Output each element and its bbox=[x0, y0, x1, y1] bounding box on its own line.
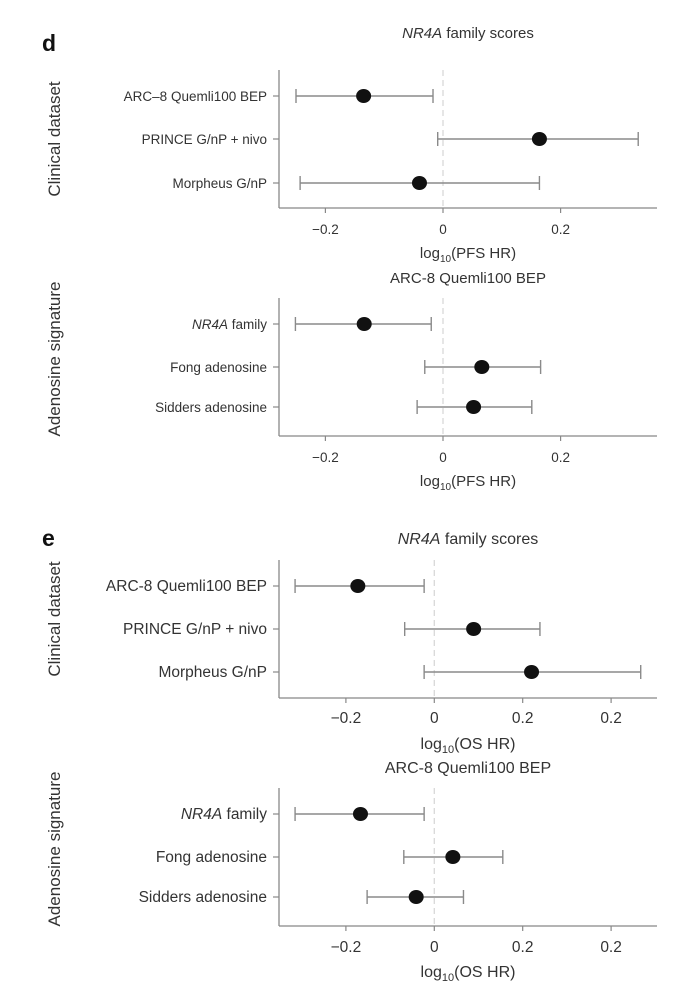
group-label: Clinical dataset bbox=[45, 561, 64, 677]
point-estimate bbox=[411, 176, 427, 190]
x-axis-label-rest: (OS HR) bbox=[454, 964, 515, 981]
x-axis-label-subscript: 10 bbox=[442, 972, 454, 984]
row-label-text: Morpheus G/nP bbox=[158, 664, 267, 681]
x-tick-label: 0.2 bbox=[512, 939, 534, 956]
x-tick-label: −0.2 bbox=[331, 710, 362, 727]
panel-title: NR4A family scores bbox=[402, 25, 534, 42]
x-axis-label-rest: (PFS HR) bbox=[451, 473, 516, 490]
row-label: NR4A family bbox=[192, 317, 267, 332]
point-estimate bbox=[356, 89, 372, 103]
x-tick-label: 0.2 bbox=[512, 710, 534, 727]
x-tick-label: 0 bbox=[430, 710, 439, 727]
panel-title-text: ARC-8 Quemli100 BEP bbox=[385, 760, 551, 777]
point-estimate bbox=[474, 360, 490, 374]
point-estimate bbox=[350, 579, 366, 593]
x-tick-label: 0.2 bbox=[551, 222, 570, 237]
x-tick-label: 0 bbox=[439, 450, 447, 465]
row-label-text: Fong adenosine bbox=[156, 849, 267, 866]
point-estimate bbox=[531, 132, 547, 146]
row-label-text: family bbox=[228, 317, 267, 332]
panel-title: ARC-8 Quemli100 BEP bbox=[390, 270, 546, 287]
row-label: Morpheus G/nP bbox=[158, 664, 267, 681]
x-axis-label-base: log bbox=[420, 245, 440, 262]
x-axis-label: log10(PFS HR) bbox=[420, 245, 516, 265]
x-axis-label: log10(OS HR) bbox=[421, 964, 516, 984]
group-label: Clinical dataset bbox=[45, 81, 64, 197]
row-label-text: family bbox=[222, 806, 267, 823]
panel-title: NR4A family scores bbox=[398, 531, 538, 548]
x-tick-label: 0.2 bbox=[600, 710, 622, 727]
x-axis-label-subscript: 10 bbox=[440, 482, 452, 493]
panel-title: ARC-8 Quemli100 BEP bbox=[385, 760, 551, 777]
x-axis-label-base: log bbox=[421, 964, 442, 981]
x-tick-label: −0.2 bbox=[312, 450, 339, 465]
x-axis-label-base: log bbox=[420, 473, 440, 490]
panel-title-text: family scores bbox=[440, 531, 538, 548]
x-tick-label: 0 bbox=[439, 222, 447, 237]
row-label: Fong adenosine bbox=[156, 849, 267, 866]
row-label: PRINCE G/nP + nivo bbox=[123, 621, 267, 638]
group-label: Adenosine signature bbox=[45, 771, 64, 926]
x-tick-label: 0.2 bbox=[551, 450, 570, 465]
row-label: Fong adenosine bbox=[170, 360, 267, 375]
panel-title-text: ARC-8 Quemli100 BEP bbox=[390, 270, 546, 287]
x-tick-label: −0.2 bbox=[312, 222, 339, 237]
x-tick-label: 0 bbox=[430, 939, 439, 956]
x-axis-label-base: log bbox=[421, 736, 442, 753]
x-axis-label-subscript: 10 bbox=[440, 254, 452, 265]
row-label-text: ARC-8 Quemli100 BEP bbox=[106, 578, 267, 595]
point-estimate bbox=[408, 890, 424, 904]
panel-title-italic: NR4A bbox=[402, 25, 442, 42]
panel-title-italic: NR4A bbox=[398, 531, 441, 548]
row-label-text: Sidders adenosine bbox=[155, 400, 267, 415]
row-label-italic: NR4A bbox=[181, 806, 222, 823]
row-label-text: PRINCE G/nP + nivo bbox=[142, 132, 267, 147]
point-estimate bbox=[524, 665, 540, 679]
row-label-text: Sidders adenosine bbox=[139, 889, 267, 906]
row-label-text: Fong adenosine bbox=[170, 360, 267, 375]
point-estimate bbox=[352, 807, 368, 821]
panel-title-text: family scores bbox=[442, 25, 534, 42]
x-axis-label: log10(PFS HR) bbox=[420, 473, 516, 493]
row-label: ARC-8 Quemli100 BEP bbox=[106, 578, 267, 595]
row-label-italic: NR4A bbox=[192, 317, 228, 332]
row-label-text: PRINCE G/nP + nivo bbox=[123, 621, 267, 638]
point-estimate bbox=[466, 622, 482, 636]
panel-letter-d: d bbox=[42, 30, 56, 56]
x-tick-label: 0.2 bbox=[600, 939, 622, 956]
row-label-text: Morpheus G/nP bbox=[172, 176, 267, 191]
x-axis-label: log10(OS HR) bbox=[421, 736, 516, 756]
row-label: Morpheus G/nP bbox=[172, 176, 267, 191]
row-label: PRINCE G/nP + nivo bbox=[142, 132, 267, 147]
x-axis-label-subscript: 10 bbox=[442, 744, 454, 756]
x-axis-label-rest: (PFS HR) bbox=[451, 245, 516, 262]
point-estimate bbox=[466, 400, 482, 414]
point-estimate bbox=[356, 317, 372, 331]
row-label: Sidders adenosine bbox=[139, 889, 267, 906]
point-estimate bbox=[445, 850, 461, 864]
x-axis-label-rest: (OS HR) bbox=[454, 736, 515, 753]
x-tick-label: −0.2 bbox=[331, 939, 362, 956]
row-label: NR4A family bbox=[181, 806, 267, 823]
panel-letter-e: e bbox=[42, 525, 55, 551]
row-label: Sidders adenosine bbox=[155, 400, 267, 415]
row-label-text: ARC–8 Quemli100 BEP bbox=[124, 89, 267, 104]
row-label: ARC–8 Quemli100 BEP bbox=[124, 89, 267, 104]
group-label: Adenosine signature bbox=[45, 281, 64, 436]
